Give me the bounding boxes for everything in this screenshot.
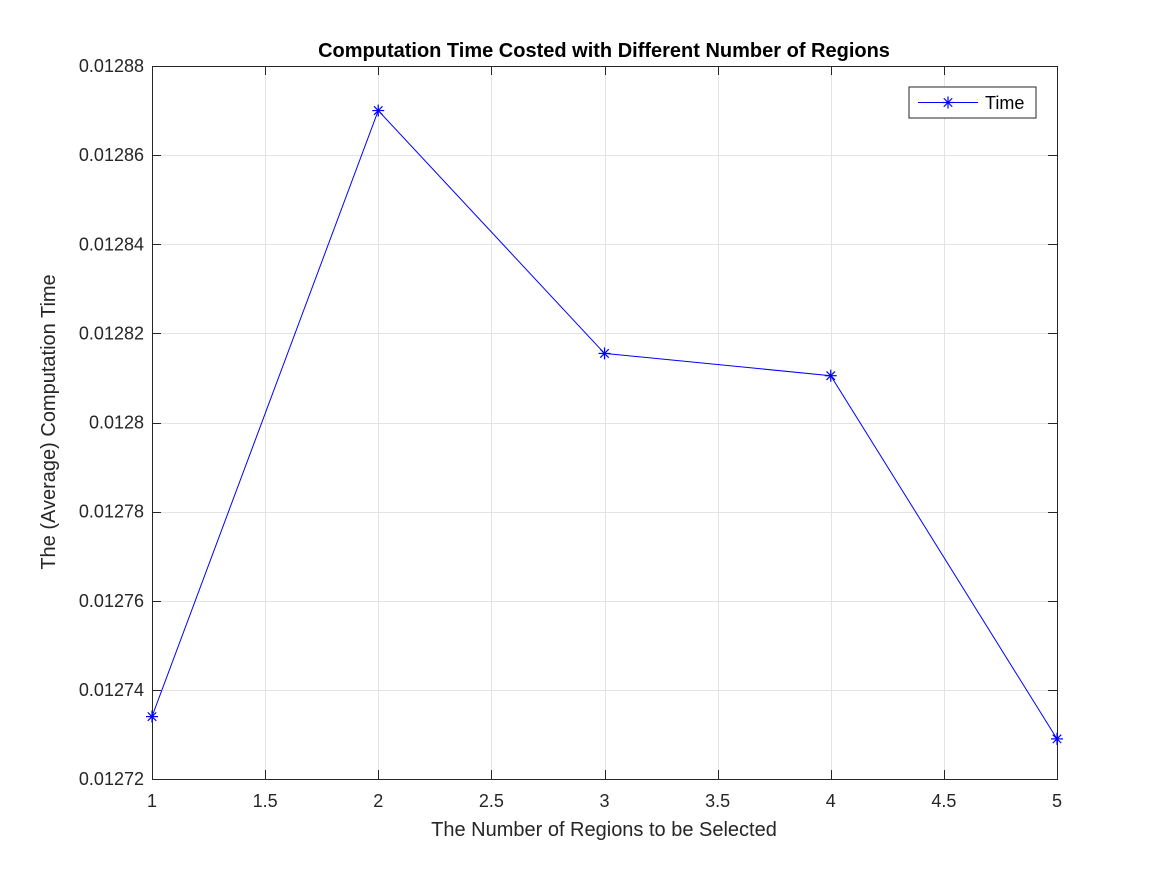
- x-tick-label: 2: [373, 791, 383, 811]
- axes: [152, 66, 1058, 780]
- y-axis-label: The (Average) Computation Time: [38, 274, 60, 569]
- y-tick-label: 0.0128: [89, 413, 144, 433]
- data-point-marker: [146, 710, 158, 723]
- x-tick-label: 1: [147, 791, 157, 811]
- data-point-marker: [824, 369, 837, 382]
- x-tick-label: 1.5: [253, 791, 278, 811]
- y-tick-label: 0.01288: [79, 56, 144, 76]
- chart-title: Computation Time Costed with Different N…: [318, 40, 890, 62]
- y-tick-label: 0.01278: [79, 502, 144, 522]
- x-tick-label: 5: [1052, 791, 1062, 811]
- legend-marker-time: [942, 96, 954, 109]
- x-tick-label: 4.5: [931, 791, 956, 811]
- y-tick-label: 0.01276: [79, 591, 144, 611]
- data-point-marker: [598, 347, 611, 360]
- x-tick-label: 4: [826, 791, 836, 811]
- y-tick-label: 0.01286: [79, 145, 144, 165]
- x-tick-label: 2.5: [479, 791, 504, 811]
- data-point-marker: [372, 104, 385, 117]
- y-tick-label: 0.01284: [79, 234, 144, 254]
- data-point-marker: [1051, 732, 1063, 745]
- y-tick-label: 0.01272: [79, 769, 144, 789]
- y-tick-label: 0.01282: [79, 323, 144, 343]
- legend: Time: [908, 86, 1037, 119]
- tick-labels: 1 1.5 2 2.5 3 3.5 4 4.5 5 0.01272 0.01274 0.01276 0.…: [79, 56, 1062, 811]
- axes-background: [152, 66, 1057, 779]
- y-tick-label: 0.01274: [79, 680, 144, 700]
- x-tick-label: 3.5: [705, 791, 730, 811]
- plot-area: [152, 66, 1057, 779]
- legend-asterisk-icon: [942, 96, 954, 109]
- data-series: [146, 104, 1063, 745]
- x-axis-label: The Number of Regions to be Selected: [431, 819, 777, 841]
- x-tick-label: 3: [599, 791, 609, 811]
- legend-label-time: Time: [985, 93, 1024, 113]
